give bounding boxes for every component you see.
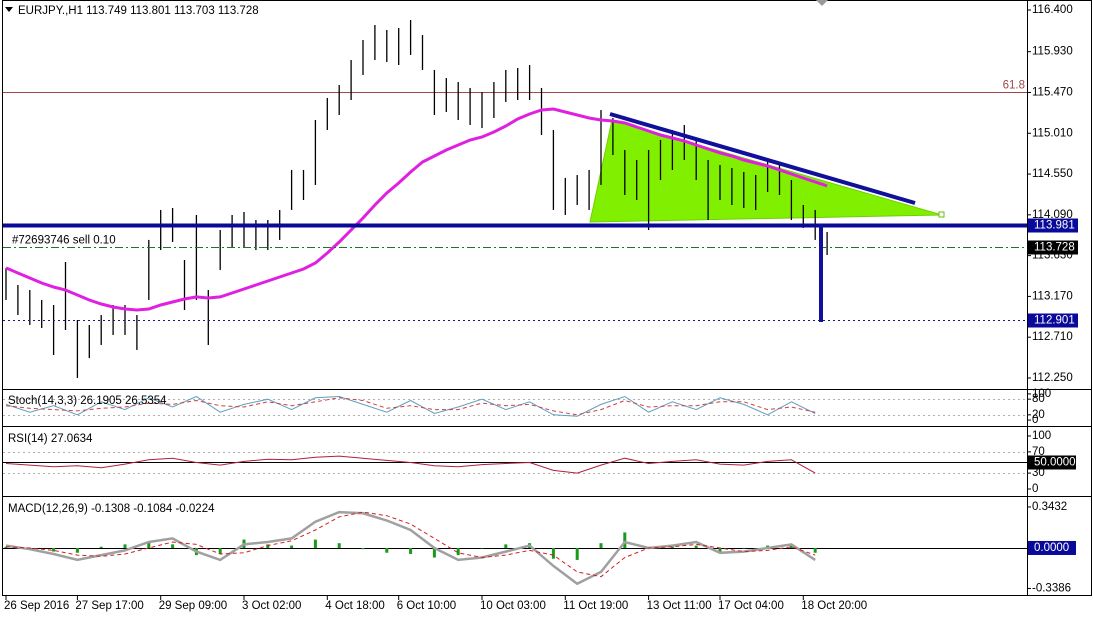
y-tick-label: 116.400 [1032,4,1073,16]
panel-title: EURJPY.,H1 113.749 113.801 113.703 113.7… [18,5,259,17]
x-tick-label: 26 Sep 2016 [4,600,69,612]
histogram-bar [313,539,317,548]
y-tick-label: 0.3432 [1032,501,1067,513]
y-tick-label: 30 [1032,467,1045,479]
order-label: #72693746 sell 0.10 [12,235,116,247]
y-tick-label: 112.250 [1032,372,1073,384]
y-tick-label: 114.090 [1032,209,1073,221]
indicator-line [5,511,816,578]
panel [3,510,1027,586]
x-tick-label: 17 Oct 04:00 [718,600,784,612]
y-tick-label: 115.930 [1032,46,1073,58]
histogram-bar [337,543,341,548]
histogram-bar [218,547,222,554]
y-tick-label: 70 [1032,446,1045,458]
plot-layer: EURJPY.,H1 113.749 113.801 113.703 113.7… [3,4,1078,612]
histogram-bar [623,532,627,548]
frame [2,0,1092,596]
price-box-label: 113.728 [1034,242,1075,254]
y-tick-label: 113.170 [1032,290,1073,302]
y-tick-label: -0.3386 [1032,582,1071,594]
y-tick-label: 100 [1032,430,1051,442]
y-tick-label: 115.010 [1032,127,1073,139]
histogram-bar [575,547,579,560]
y-tick-label: 0 [1032,414,1038,426]
dropdown-icon[interactable] [5,7,13,12]
histogram-bar [551,547,555,559]
overlay [609,112,916,322]
histogram-bar [147,541,151,548]
panel [3,452,1027,474]
x-tick-label: 29 Sep 09:00 [159,600,227,612]
x-tick-label: 4 Oct 18:00 [325,600,384,612]
histogram-bar [599,543,603,548]
indicator-line [5,455,816,474]
pattern-anchor [938,211,945,218]
y-tick-label: 80 [1032,393,1045,405]
histogram-bar [4,546,8,548]
histogram-bar [742,547,746,549]
price-box [1028,240,1078,255]
indicator-line [5,510,816,586]
x-tick-label: 3 Oct 02:00 [242,600,301,612]
histogram-bar [171,544,175,548]
indicator-line [5,395,816,417]
x-tick-label: 27 Sep 17:00 [75,600,143,612]
panel-title: RSI(14) 27.0634 [8,433,93,445]
panel [3,395,1027,417]
y-tick-label: 0 [1032,483,1038,495]
y-tick-label: 50.0000 [1034,457,1076,469]
histogram-bar [290,545,294,548]
price-box [1028,540,1076,555]
x-tick-label: 11 Oct 19:00 [563,600,628,612]
x-tick-label: 6 Oct 10:00 [397,600,456,612]
histogram-bar [123,544,127,548]
histogram-bar [718,547,722,553]
price-box [1028,313,1078,328]
y-tick-label: 100 [1032,388,1051,400]
x-tick-label: 10 Oct 03:00 [480,600,546,612]
x-tick-label: 18 Oct 20:00 [801,600,867,612]
outer-border [2,0,1092,596]
trend-line [609,112,916,205]
x-tick-label: 13 Oct 11:00 [647,600,712,612]
histogram-bar [694,545,698,548]
histogram-bar [75,547,79,553]
y-tick-label: 0.0000 [1034,542,1069,554]
histogram-bar [813,547,817,553]
histogram-bar [52,547,56,552]
panel [3,20,1027,378]
histogram-bar [385,547,389,553]
price-box [1028,218,1078,233]
histogram-bar [670,546,674,548]
histogram-bar [266,544,270,548]
moving-average [5,107,828,312]
histogram-bar [480,547,484,549]
y-tick-label: 115.470 [1032,87,1073,99]
histogram-bar [789,545,793,548]
panel-title: MACD(12,26,9) -0.1308 -0.1084 -0.0224 [8,503,215,515]
price-box [1028,455,1076,470]
panel-title: Stoch(14,3,3) 26.1905 26.5354 [8,395,167,407]
fib-label: 61.8 [1003,80,1025,92]
indicator-line [5,397,816,416]
price-box-label: 112.901 [1034,315,1075,327]
histogram-bar [361,547,365,550]
y-tick-label: 20 [1032,409,1045,421]
histogram-bar [504,544,508,548]
histogram-bar [456,547,460,556]
shift-marker [816,0,828,6]
histogram-bar [409,547,413,554]
y-tick-label: 114.550 [1032,168,1073,180]
y-tick-label: 112.710 [1032,331,1073,343]
histogram-bar [432,547,436,558]
price-box-label: 113.981 [1034,220,1075,232]
histogram-bar [99,546,103,548]
